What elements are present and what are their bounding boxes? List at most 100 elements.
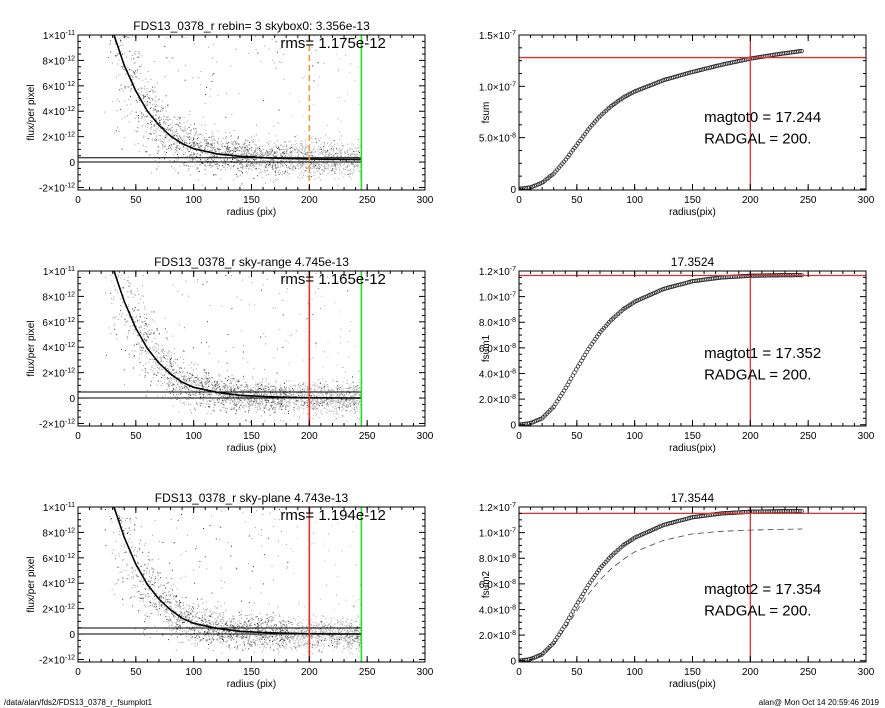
profile-2-scatter-point — [323, 400, 325, 401]
profile-1-scatter-point — [359, 163, 361, 165]
profile-1-scatter-point — [321, 164, 323, 166]
profile-1-scatter-point — [210, 162, 212, 164]
profile-2-scatter-point — [261, 383, 263, 385]
profile-1-scatter-point — [249, 141, 250, 143]
profile-1-scatter-point — [162, 144, 164, 146]
profile-2-scatter-point — [339, 386, 340, 388]
profile-2-scatter-point — [199, 405, 201, 407]
profile-2-scatter-point — [279, 384, 281, 386]
profile-2-scatter-point — [143, 313, 145, 315]
profile-1-scatter-point — [258, 163, 260, 165]
profile-2-scatter-point — [285, 406, 287, 408]
profile-1-scatter-point — [124, 116, 126, 118]
profile-2-scatter-point — [256, 411, 258, 413]
profile-1-scatter-point — [192, 140, 194, 142]
profile-1-xtick-label: 150 — [243, 195, 260, 206]
profile-1-scatter-point — [265, 150, 267, 152]
profile-2-scatter-point — [213, 385, 215, 387]
profile-1-scatter-point — [240, 151, 242, 153]
profile-1-scatter-point — [350, 162, 352, 164]
profile-1-scatter-point — [254, 152, 256, 154]
profile-2-scatter-point — [174, 372, 176, 374]
profile-2-scatter-point — [120, 305, 121, 306]
profile-1-scatter-point — [324, 162, 326, 164]
profile-1-scatter-point — [323, 155, 325, 157]
profile-2-scatter-point — [298, 415, 300, 417]
profile-2-scatter-point — [293, 398, 295, 400]
profile-1-scatter-point — [202, 116, 204, 118]
profile-1-scatter-point — [246, 147, 248, 149]
profile-1-scatter-point — [251, 150, 253, 151]
profile-1-scatter-point — [160, 128, 162, 130]
profile-2-scatter-point — [116, 150, 117, 151]
profile-1-scatter-point — [158, 157, 160, 159]
profile-2-scatter-point — [287, 342, 289, 344]
profile-1-scatter-point — [323, 147, 324, 149]
profile-2-scatter-point — [194, 376, 196, 378]
profile-2-scatter-point — [275, 405, 277, 407]
profile-1-scatter-point — [340, 153, 342, 155]
profile-1-scatter-point — [265, 174, 267, 176]
profile-1-scatter-point — [150, 89, 152, 91]
profile-2-scatter-point — [310, 401, 312, 403]
profile-1-scatter-point — [163, 131, 165, 133]
profile-2-scatter-point — [281, 402, 283, 404]
profile-1-scatter-point — [154, 90, 156, 92]
profile-2-scatter-point — [150, 381, 152, 383]
profile-1-scatter-point — [137, 97, 139, 99]
profile-2-scatter-point — [258, 383, 260, 385]
profile-2-scatter-point — [133, 344, 135, 346]
profile-1-scatter-point — [198, 136, 200, 138]
profile-1-scatter-point — [185, 148, 187, 149]
profile-2-scatter-point — [352, 404, 354, 406]
profile-2-panel: 0 50 100 150 200 250 300-2×10-1202×10-124×10-1… — [26, 150, 434, 454]
profile-1-scatter-point — [242, 166, 244, 168]
profile-1-scatter-point — [301, 171, 302, 173]
profile-1-scatter-point — [205, 142, 207, 144]
profile-2-scatter-point — [250, 405, 252, 407]
profile-1-scatter-point — [130, 90, 132, 92]
growth-1-xtick-label: 250 — [800, 195, 817, 206]
profile-2-scatter-point — [127, 276, 129, 278]
profile-1-scatter-point — [340, 150, 342, 152]
profile-1-scatter-point — [331, 173, 333, 175]
profile-1-scatter-point — [196, 159, 198, 161]
profile-2-scatter-point — [170, 351, 172, 353]
profile-2-scatter-point — [246, 385, 247, 387]
profile-1-scatter-point — [174, 131, 176, 133]
profile-1-scatter-point — [137, 56, 139, 58]
profile-1-scatter-point — [261, 164, 263, 166]
profile-2-scatter-point — [336, 413, 338, 415]
profile-1-scatter-point — [126, 36, 128, 38]
profile-2-scatter-point — [327, 398, 329, 400]
profile-2-scatter-point — [193, 381, 195, 383]
profile-1-scatter-point — [232, 158, 234, 159]
profile-1-scatter-point — [273, 146, 274, 148]
profile-2-scatter-point — [194, 394, 196, 396]
profile-2-scatter-point — [237, 401, 239, 403]
profile-2-scatter-point — [314, 382, 316, 384]
profile-1-scatter-point — [141, 112, 143, 114]
profile-1-scatter-point — [257, 146, 259, 148]
profile-1-scatter-point — [334, 164, 336, 166]
profile-2-scatter-point — [145, 340, 147, 342]
profile-1-scatter-point — [209, 150, 211, 151]
profile-1-scatter-point — [350, 170, 352, 172]
profile-2-scatter-point — [256, 389, 258, 391]
profile-1-scatter-point — [353, 154, 355, 156]
profile-1-scatter-point — [200, 84, 202, 86]
profile-1-scatter-point — [349, 155, 351, 157]
profile-2-scatter-point — [347, 398, 349, 400]
profile-1-scatter-point — [269, 152, 271, 154]
profile-2-scatter-point — [348, 356, 350, 358]
profile-1-scatter-point — [182, 145, 184, 147]
profile-2-scatter-point — [211, 381, 213, 383]
profile-1-scatter-point — [292, 155, 294, 157]
profile-2-scatter-point — [249, 408, 250, 410]
profile-1-scatter-point — [326, 153, 328, 155]
profile-1-scatter-point — [208, 160, 209, 162]
profile-1-scatter-point — [202, 152, 204, 154]
profile-1-scatter-point — [315, 159, 317, 161]
profile-2-scatter-point — [293, 410, 295, 411]
profile-2-scatter-point — [312, 357, 314, 359]
